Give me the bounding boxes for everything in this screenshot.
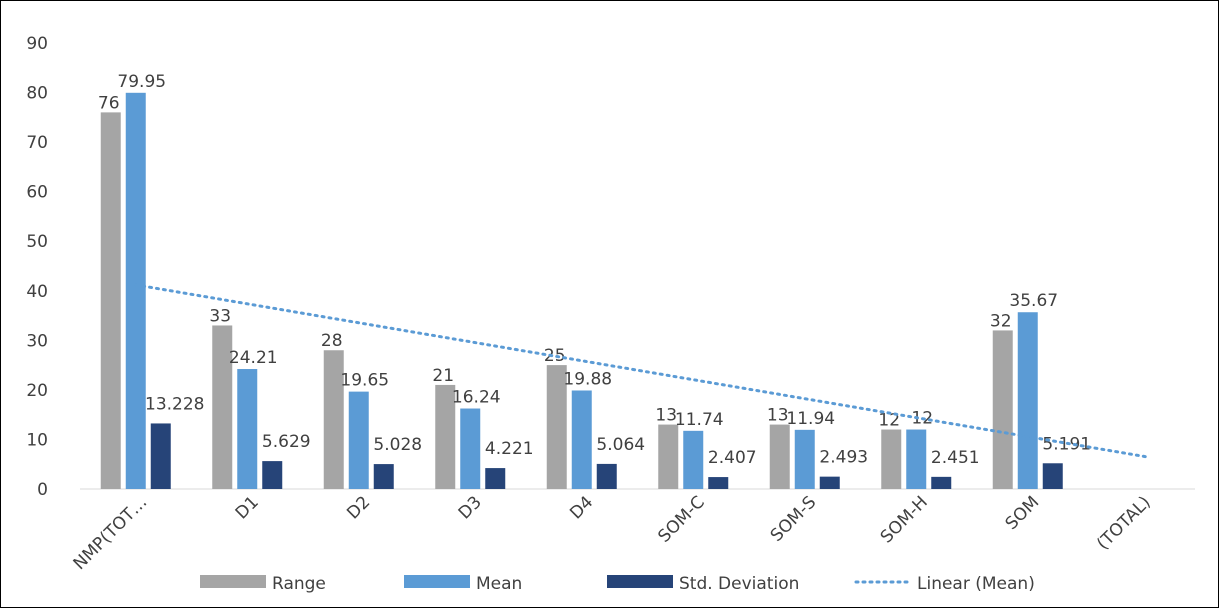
bar-range: [546, 365, 567, 489]
bar-std-deviation: [931, 476, 952, 489]
data-label: 35.67: [1009, 291, 1058, 311]
x-tick-label: SOM-S: [767, 492, 821, 546]
data-label: 32: [990, 311, 1012, 331]
bar-mean: [794, 429, 815, 489]
data-label: 28: [321, 331, 343, 351]
data-label: 4.221: [485, 439, 534, 459]
data-label: 12: [878, 411, 900, 431]
x-tick-label: NMP(TOT…: [70, 492, 152, 574]
data-label: 2.451: [931, 448, 980, 468]
bar-range: [100, 112, 121, 489]
x-tick-label: (TOTAL): [1093, 492, 1155, 554]
data-label: 79.95: [117, 72, 166, 92]
x-tick-label: SOM-H: [877, 492, 932, 547]
x-tick-label: D4: [566, 492, 597, 523]
bar-range: [658, 424, 679, 489]
bar-mean: [683, 430, 704, 489]
legend-label: Linear (Mean): [917, 574, 1035, 594]
bar-mean: [237, 369, 258, 489]
data-label: 33: [209, 306, 231, 326]
bar-range: [881, 429, 902, 489]
bar-std-deviation: [1042, 463, 1063, 489]
bar-mean: [125, 92, 146, 489]
bar-mean: [348, 391, 369, 489]
bar-range: [212, 325, 233, 489]
y-tick-label: 70: [26, 133, 48, 153]
data-label: 11.94: [786, 409, 835, 429]
data-label: 21: [432, 366, 454, 386]
y-tick-label: 90: [26, 34, 48, 54]
x-tick-label: D3: [455, 492, 486, 523]
legend-label: Range: [272, 574, 326, 594]
bar-range: [435, 384, 456, 489]
bar-std-deviation: [373, 464, 394, 489]
data-label: 25: [544, 346, 566, 366]
bar-std-deviation: [596, 463, 617, 489]
bar-std-deviation: [262, 461, 283, 489]
bar-mean: [1017, 312, 1038, 489]
y-tick-label: 30: [26, 331, 48, 351]
x-tick-label: D2: [343, 492, 374, 523]
bar-mean: [460, 408, 481, 489]
x-tick-label: SOM-C: [654, 492, 708, 546]
data-label: 11.74: [675, 410, 724, 430]
data-label: 13: [767, 406, 789, 426]
y-tick-label: 20: [26, 381, 48, 401]
data-label: 13.228: [145, 394, 204, 414]
y-tick-label: 50: [26, 232, 48, 252]
data-label: 24.21: [229, 348, 278, 368]
bar-mean: [571, 390, 592, 489]
bar-std-deviation: [150, 423, 171, 489]
data-label: 76: [98, 93, 120, 113]
y-tick-label: 40: [26, 282, 48, 302]
legend-label: Mean: [476, 574, 522, 594]
bar-mean: [906, 429, 927, 489]
bar-std-deviation: [708, 477, 729, 489]
x-tick-label: D1: [232, 492, 263, 523]
data-label: 16.24: [452, 388, 501, 408]
legend-swatch: [200, 575, 266, 588]
data-label: 13: [655, 406, 677, 426]
y-tick-label: 0: [37, 480, 48, 500]
trendline-linear-mean: [134, 283, 1151, 459]
x-tick-label: SOM: [1002, 492, 1044, 534]
y-tick-label: 10: [26, 430, 48, 450]
bar-std-deviation: [819, 476, 840, 489]
y-tick-label: 80: [26, 84, 48, 104]
legend-label: Std. Deviation: [679, 574, 799, 594]
data-label: 5.028: [373, 435, 422, 455]
data-label: 5.629: [262, 432, 311, 452]
bar-range: [992, 330, 1013, 489]
data-label: 19.65: [340, 371, 389, 391]
data-label: 5.064: [596, 435, 645, 455]
data-label: 2.407: [708, 448, 757, 468]
legend-swatch: [607, 575, 673, 588]
data-label: 2.493: [819, 448, 868, 468]
bar-std-deviation: [485, 468, 506, 489]
bar-range: [323, 350, 344, 489]
bar-range: [769, 424, 790, 489]
data-label: 19.88: [563, 369, 612, 389]
legend-swatch: [404, 575, 470, 588]
y-tick-label: 60: [26, 183, 48, 203]
